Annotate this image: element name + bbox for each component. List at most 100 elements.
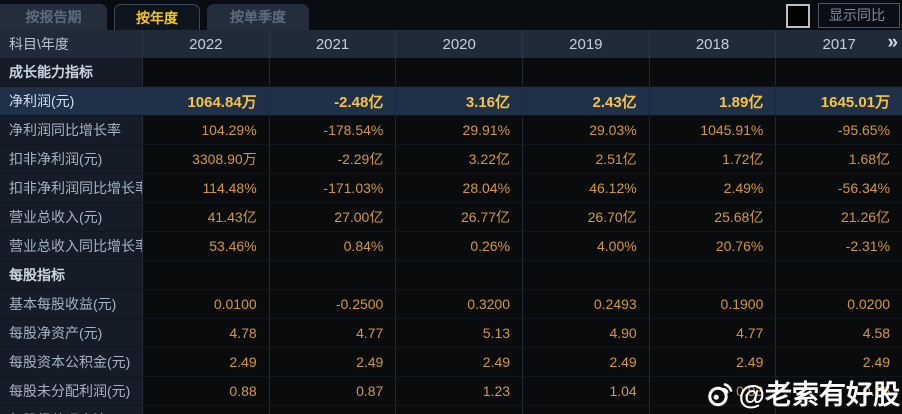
cell-value: -0.2500	[269, 290, 397, 318]
cell-value	[776, 261, 902, 289]
row-label: 营业总收入同比增长率	[0, 232, 143, 260]
year-column-header: 2019	[523, 30, 650, 58]
cell-value: 2.49%	[649, 174, 777, 202]
cell-value: 26.70亿	[523, 203, 650, 231]
table-row: 每股经营现金流(元)0.030.250.520.36	[0, 406, 902, 414]
watermark: @老索有好股	[705, 373, 900, 412]
cell-value	[396, 58, 524, 86]
cell-value: 3.22亿	[396, 145, 524, 173]
cell-value	[143, 58, 270, 86]
cell-value: -2.48亿	[269, 87, 397, 115]
table-row: 每股资本公积金(元) 2.49 2.49 2.49 2.49 2.49 2.49	[0, 348, 902, 377]
cell-value: 4.00%	[523, 232, 650, 260]
more-years-icon[interactable]: »	[887, 32, 897, 54]
cell-value	[523, 58, 650, 86]
tab-single-quarter[interactable]: 按单季度	[207, 4, 309, 30]
cell-value: 1045.91%	[649, 116, 777, 144]
compare-toggle-button[interactable]: 显示同比	[818, 3, 900, 28]
cell-value: 0.2493	[523, 290, 650, 318]
cell-value: 1645.01万	[776, 87, 902, 115]
cell-value: 104.29%	[143, 116, 270, 144]
period-tabbar: 按报告期 按年度 按单季度 显示同比	[0, 0, 902, 30]
year-column-header: 2021	[270, 30, 397, 58]
weibo-icon	[705, 377, 737, 409]
cell-value: 29.91%	[396, 116, 524, 144]
cell-value: 0.3200	[396, 290, 524, 318]
cell-value: 0.88	[143, 377, 270, 405]
cell-value: 1.23	[396, 377, 524, 405]
cell-value: -56.34%	[776, 174, 902, 202]
cell-value: 4.77	[269, 319, 397, 347]
cell-value	[523, 261, 650, 289]
cell-value: 2.51亿	[523, 145, 650, 173]
cell-value: 1.72亿	[649, 145, 777, 173]
cell-value: 28.04%	[396, 174, 524, 202]
cell-value: 3308.90万	[143, 145, 270, 173]
cell-value: 21.26亿	[776, 203, 902, 231]
row-label: 净利润同比增长率	[0, 116, 143, 144]
cell-value: 53.46%	[143, 232, 270, 260]
table-row: 扣非净利润同比增长率 114.48% -171.03% 28.04% 46.12% 2.4…	[0, 174, 902, 203]
table-body: 成长能力指标 净利润(元) 1064.84万 -2.48亿 3.16亿 2.43亿 1.89…	[0, 58, 902, 414]
cell-value: 25.68亿	[649, 203, 777, 231]
cell-value	[396, 261, 524, 289]
cell-value	[649, 406, 777, 414]
cell-value: 1.68亿	[776, 145, 902, 173]
row-label: 扣非净利润(元)	[0, 145, 143, 173]
cell-value	[776, 58, 902, 86]
cell-value: 29.03%	[523, 116, 650, 144]
cell-value: 41.43亿	[143, 203, 270, 231]
cell-value: 0.76	[776, 377, 902, 405]
watermark-handle: @老索有好股	[738, 380, 900, 410]
cell-value: 1064.84万	[143, 87, 270, 115]
cell-value: 2.43亿	[523, 87, 650, 115]
table-row: 营业总收入(元) 41.43亿 27.00亿 26.77亿 26.70亿 25.68亿 21…	[0, 203, 902, 232]
cell-value: -178.54%	[269, 116, 397, 144]
year-column-header: 2017»	[822, 32, 898, 54]
cell-value: 0.26%	[396, 232, 524, 260]
table-row: 扣非净利润(元) 3308.90万 -2.29亿 3.22亿 2.51亿 1.72亿 1.6…	[0, 145, 902, 174]
cell-value: 2.49	[269, 348, 397, 376]
tab-report-period[interactable]: 按报告期	[0, 4, 107, 30]
corner-header-cell: 科目\年度	[0, 30, 143, 58]
cell-value: 5.13	[396, 319, 524, 347]
cell-value: 0.03	[143, 406, 270, 414]
cell-value: 1.04	[523, 377, 650, 405]
row-label: 每股净资产(元)	[0, 319, 143, 347]
row-label: 扣非净利润同比增长率	[0, 174, 143, 202]
section-row: 成长能力指标	[0, 58, 902, 87]
cell-value: 3.16亿	[396, 87, 524, 115]
cell-value: 2.49	[523, 348, 650, 376]
row-label: 每股指标	[0, 261, 143, 289]
row-label: 每股资本公积金(元)	[0, 348, 143, 376]
cell-value: 0.87	[269, 377, 397, 405]
row-label: 每股经营现金流(元)	[0, 406, 143, 414]
cell-value: 27.00亿	[269, 203, 397, 231]
row-label: 每股未分配利润(元)	[0, 377, 143, 405]
cell-value: 26.77亿	[396, 203, 524, 231]
row-label: 基本每股收益(元)	[0, 290, 143, 318]
cell-value: -95.65%	[776, 116, 902, 144]
table-row: 基本每股收益(元) 0.0100 -0.2500 0.3200 0.2493 0.1900…	[0, 290, 902, 319]
cell-value: 2.49	[396, 348, 524, 376]
table-header: 科目\年度 2022 2021 2020 2019 2018 2017»	[0, 30, 902, 58]
year-column-header: 2020	[396, 30, 524, 58]
cell-value: 114.48%	[143, 174, 270, 202]
cell-value: 1.89亿	[649, 87, 777, 115]
row-label: 净利润(元)	[0, 87, 143, 115]
cell-value: 2.49	[776, 348, 902, 376]
cell-value	[143, 261, 270, 289]
table-row: 净利润同比增长率 104.29% -178.54% 29.91% 29.03% 1045.…	[0, 116, 902, 145]
row-label: 成长能力指标	[0, 58, 143, 86]
cell-value: 0.52	[396, 406, 524, 414]
table-row: 营业总收入同比增长率 53.46% 0.84% 0.26% 4.00% 20.76% -2.…	[0, 232, 902, 261]
cell-value: 20.76%	[649, 232, 777, 260]
cell-value: -2.29亿	[269, 145, 397, 173]
year-column-header: 2018	[650, 30, 777, 58]
cell-value: 4.90	[523, 319, 650, 347]
compare-controls: 显示同比	[786, 3, 900, 28]
compare-checkbox[interactable]	[786, 3, 810, 28]
cell-value: 0.25	[269, 406, 397, 414]
tab-annual[interactable]: 按年度	[114, 4, 200, 30]
